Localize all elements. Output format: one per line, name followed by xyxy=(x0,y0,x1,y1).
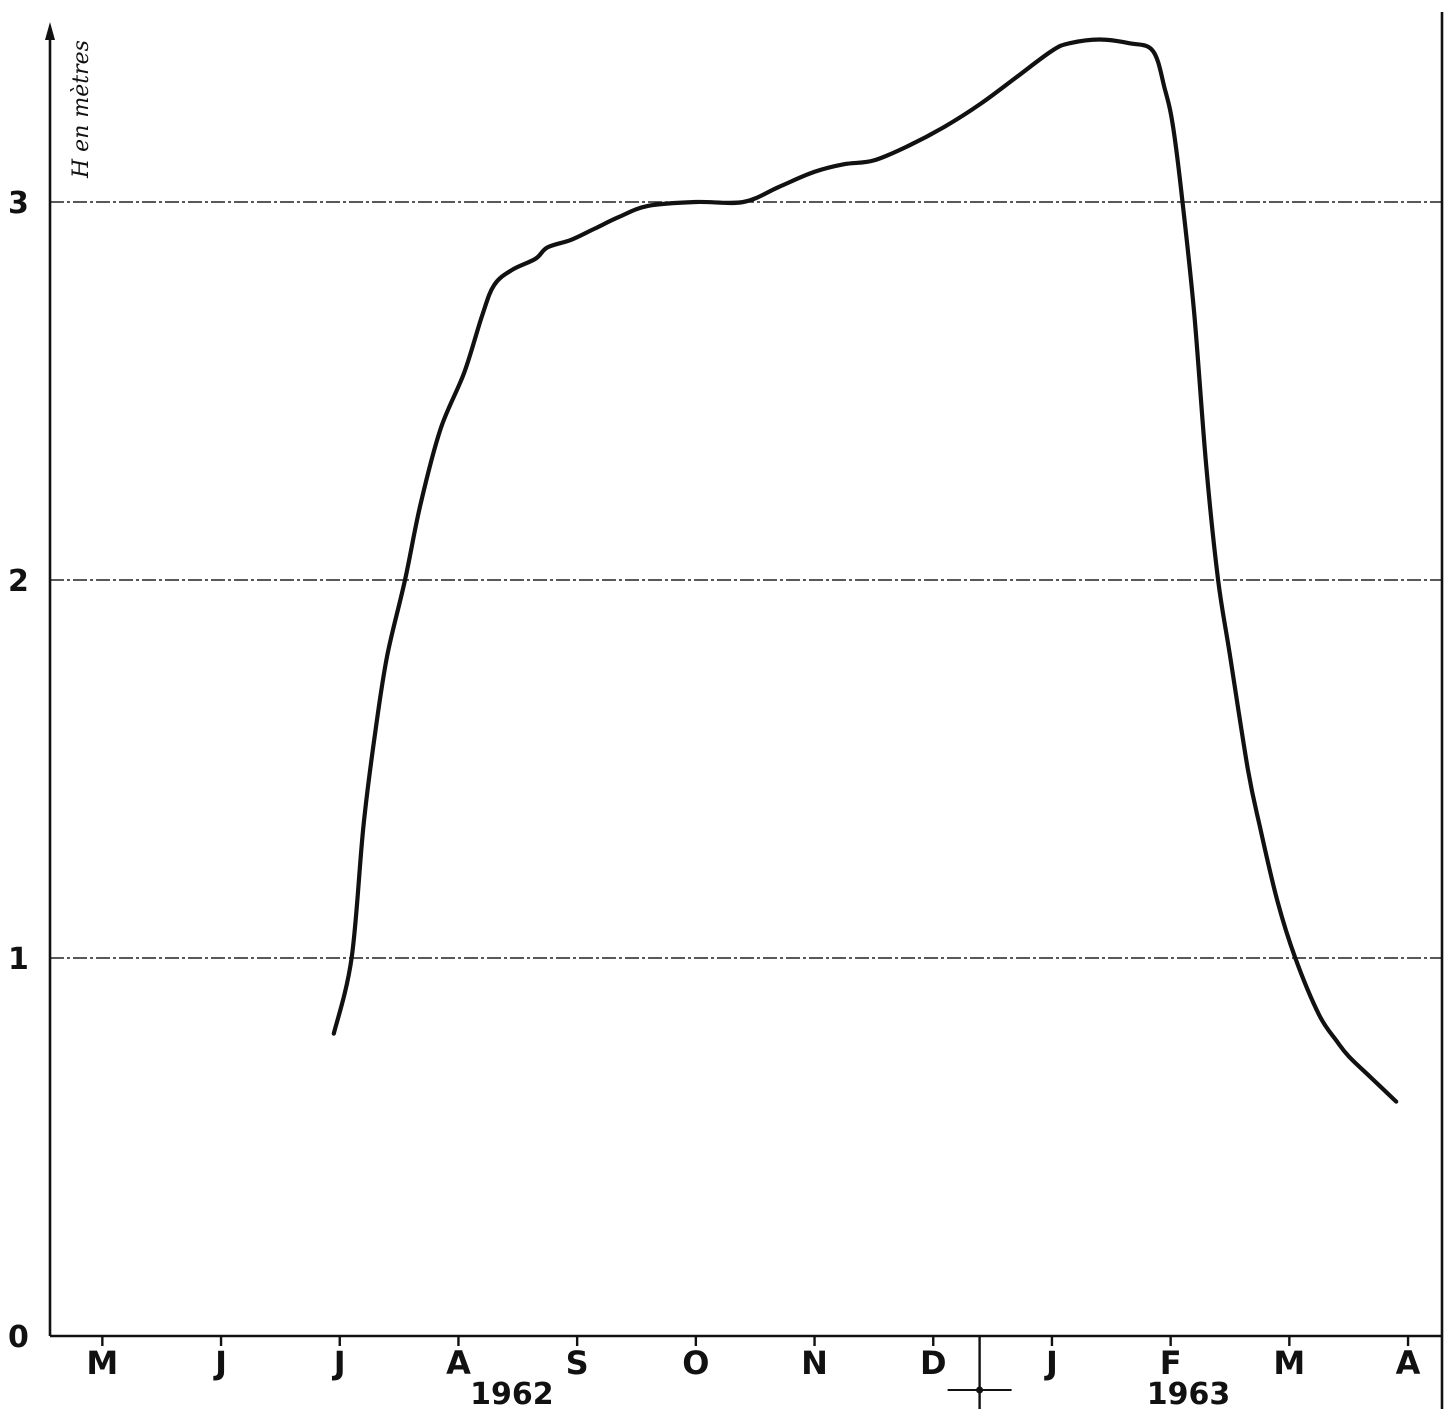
y-tick-label: 3 xyxy=(8,186,29,221)
y-tick-label: 1 xyxy=(8,942,29,977)
month-label: J xyxy=(213,1344,227,1382)
year-label: 1962 xyxy=(470,1377,554,1409)
month-label: S xyxy=(566,1344,589,1382)
y-tick-label: 0 xyxy=(8,1320,29,1355)
month-label: O xyxy=(682,1344,709,1382)
month-label: M xyxy=(86,1344,118,1382)
month-label: A xyxy=(446,1344,471,1382)
month-label: N xyxy=(801,1344,828,1382)
axes xyxy=(45,12,1444,1409)
month-label: J xyxy=(1044,1344,1058,1382)
month-label: A xyxy=(1396,1344,1421,1382)
month-label: F xyxy=(1160,1344,1182,1382)
month-label: D xyxy=(920,1344,947,1382)
x-axis-ticks xyxy=(101,1336,1410,1409)
year-divider-dot xyxy=(976,1386,984,1394)
grid-lines xyxy=(50,201,1442,959)
month-label: M xyxy=(1273,1344,1305,1382)
plot-area xyxy=(331,37,1399,1104)
y-axis-label: H en mètres xyxy=(69,40,94,179)
y-axis-arrow xyxy=(45,22,55,40)
y-tick-label: 2 xyxy=(8,564,29,599)
month-label: J xyxy=(332,1344,346,1382)
year-label: 1963 xyxy=(1147,1377,1231,1409)
series-line-0 xyxy=(331,37,1399,1104)
